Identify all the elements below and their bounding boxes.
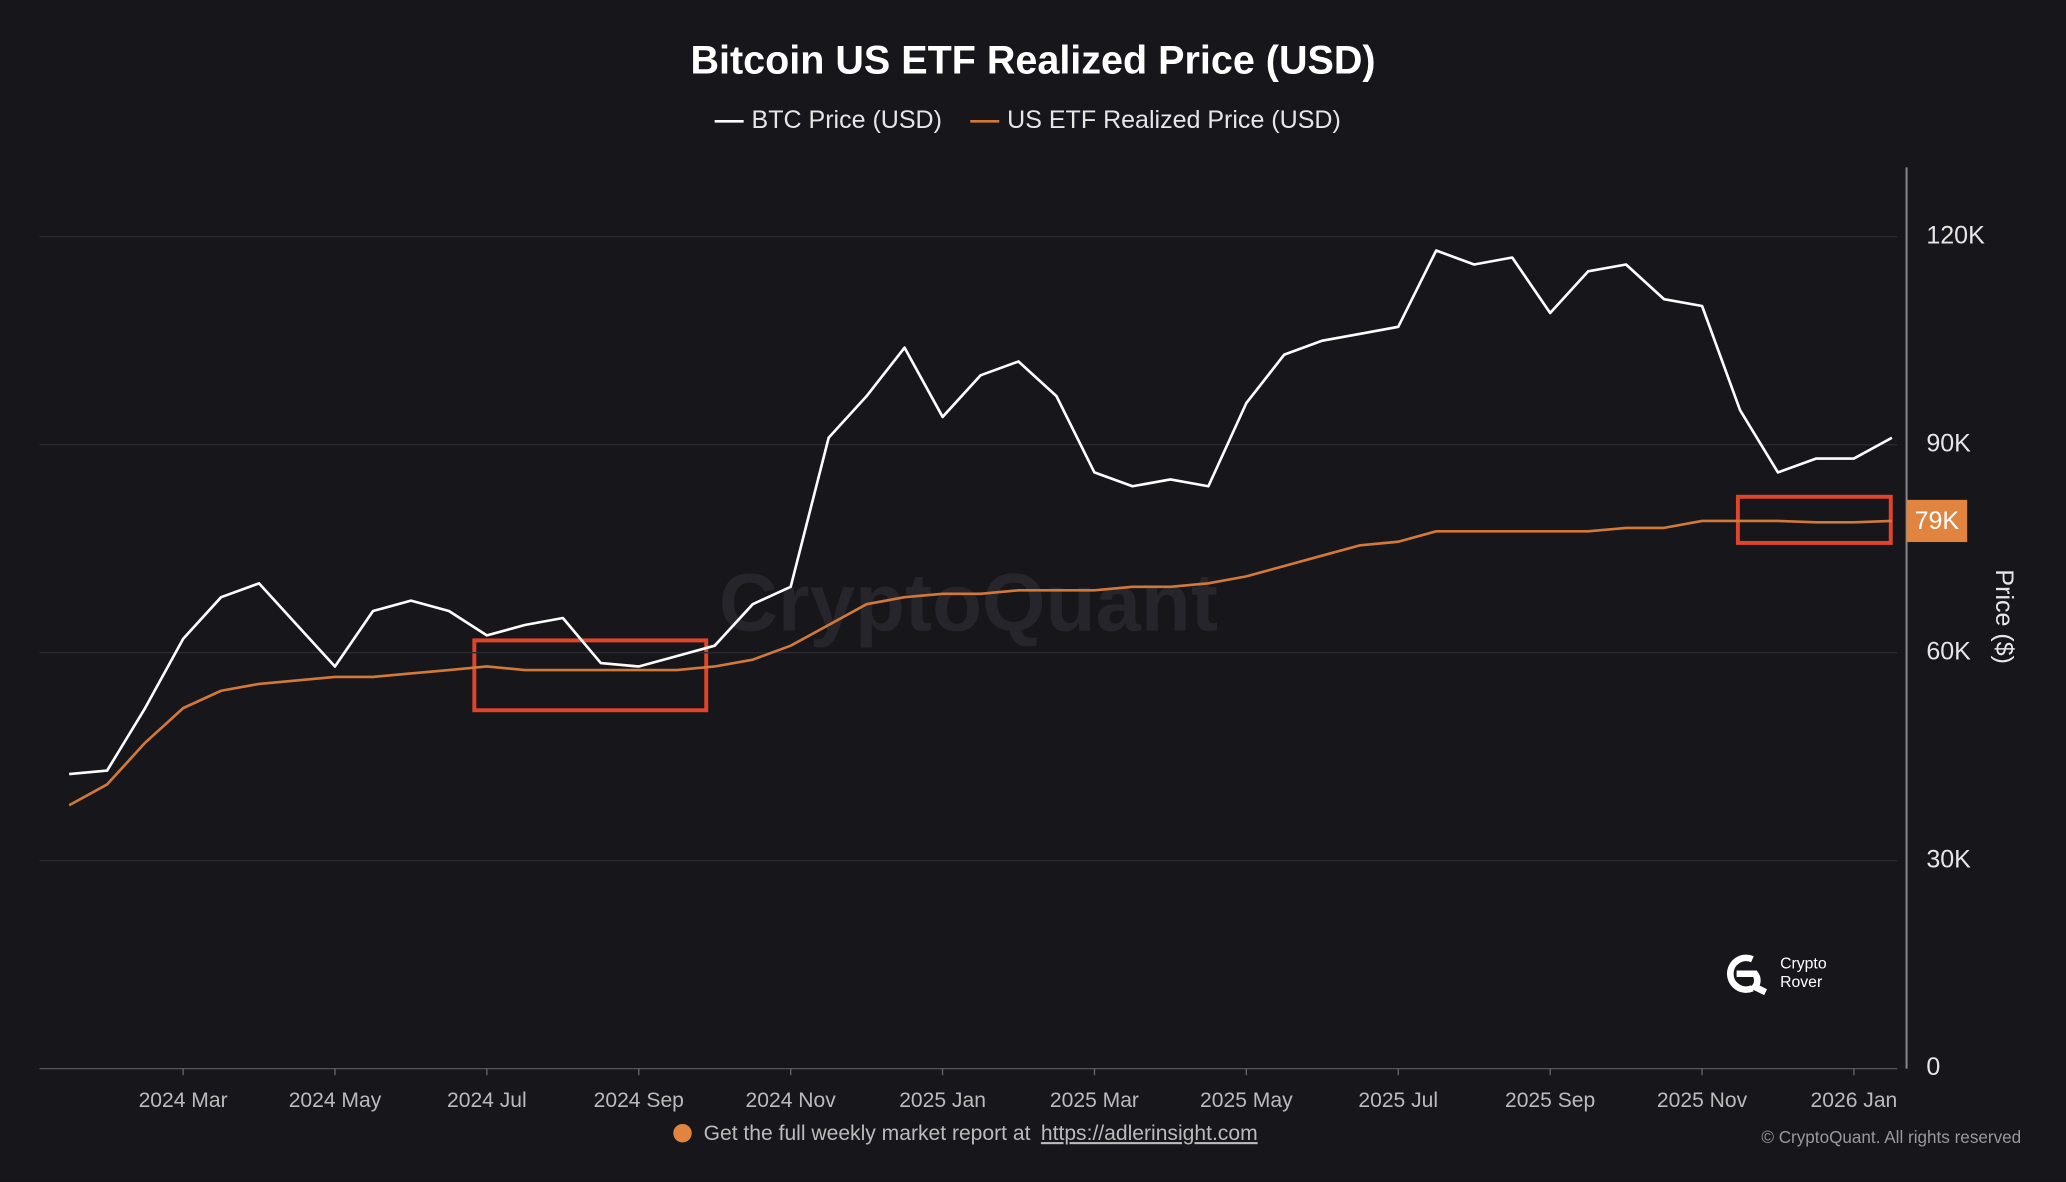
logo: Crypto Rover: [1727, 954, 1827, 996]
y-tick-label: 30K: [1926, 845, 1971, 873]
logo-mark: [1727, 954, 1768, 996]
footer-link[interactable]: https://adlerinsight.com: [1041, 1122, 1258, 1145]
highlight-box: [472, 638, 709, 713]
footer-text: Get the full weekly market report at: [704, 1122, 1031, 1145]
current-badge: [1906, 499, 1968, 543]
x-tick-label: 2024 Mar: [139, 1089, 228, 1112]
x-tick-label: 2025 May: [1200, 1089, 1293, 1112]
x-tick-label: 2024 May: [289, 1089, 382, 1112]
y-axis-title: Price ($): [1990, 569, 2018, 664]
x-tick-label: 2024 Jul: [447, 1089, 527, 1112]
x-tick-label: 2025 Mar: [1050, 1089, 1139, 1112]
current-label: 79K: [1915, 507, 1960, 535]
legend-label: BTC Price (USD): [752, 106, 942, 134]
y-tick-label: 120K: [1926, 221, 1985, 249]
copyright: © CryptoQuant. All rights reserved: [1761, 1128, 2021, 1147]
y-tick-label: 0: [1926, 1053, 1940, 1081]
logo-text: Crypto: [1780, 956, 1827, 973]
y-tick-label: 90K: [1926, 429, 1971, 457]
footer-icon: [673, 1123, 692, 1143]
watermark: CryptoQuant: [719, 557, 1218, 648]
logo-text: Rover: [1780, 974, 1822, 991]
legend-label: US ETF Realized Price (USD): [1007, 106, 1341, 134]
chart-title: Bitcoin US ETF Realized Price (USD): [690, 39, 1375, 83]
x-tick-label: 2024 Nov: [746, 1089, 837, 1112]
x-tick-label: 2026 Jan: [1811, 1089, 1898, 1112]
x-tick-label: 2024 Sep: [594, 1089, 684, 1112]
y-tick-label: 60K: [1926, 637, 1971, 665]
x-tick-label: 2025 Nov: [1657, 1089, 1748, 1112]
series-line: [69, 249, 1893, 776]
x-tick-label: 2025 Sep: [1505, 1089, 1595, 1112]
x-tick-label: 2025 Jan: [899, 1089, 986, 1112]
x-tick-label: 2025 Jul: [1358, 1089, 1438, 1112]
series-line: [68, 519, 1892, 807]
